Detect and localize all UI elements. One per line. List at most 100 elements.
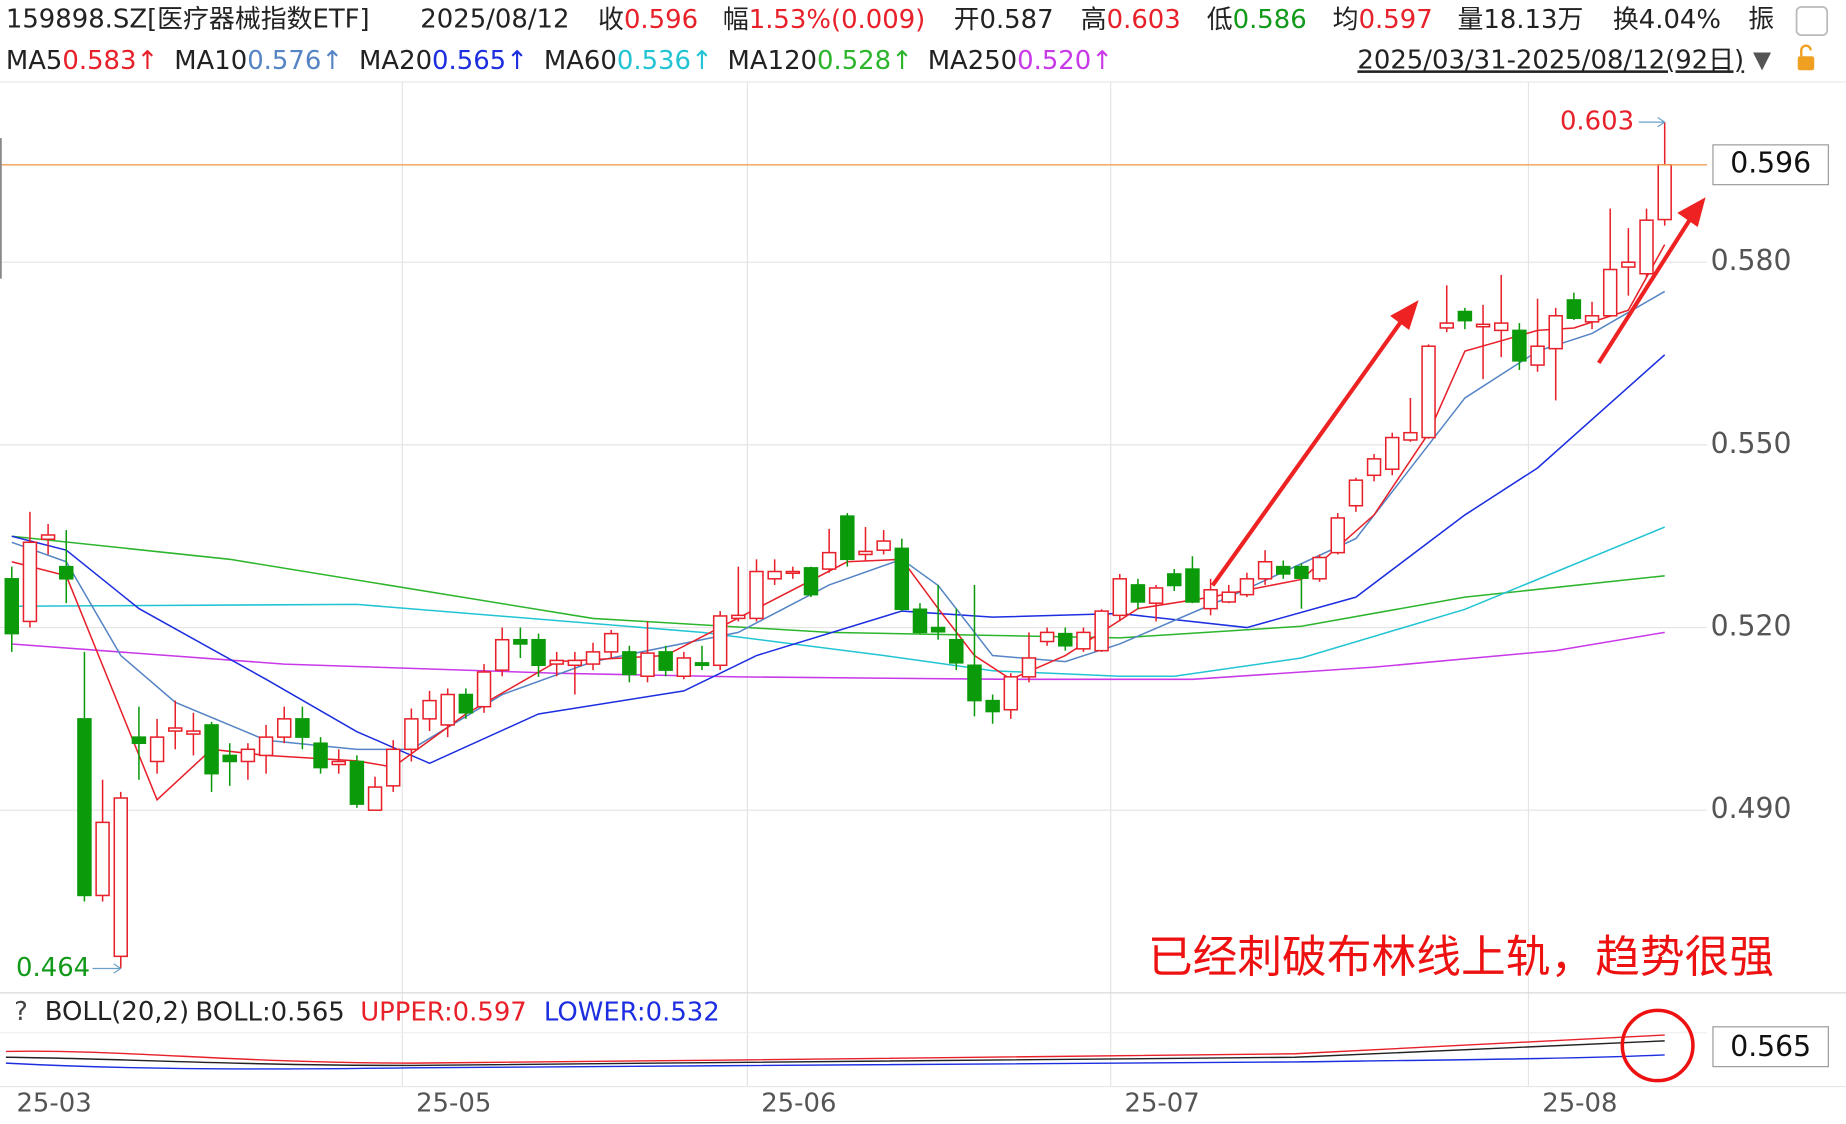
ma-legend: MA2500.520↑ <box>928 45 1113 75</box>
field-label: 换 <box>1613 4 1639 34</box>
candle-body <box>1203 589 1218 610</box>
candle-body <box>149 736 165 763</box>
boll-value: 0.565 <box>1730 1030 1811 1063</box>
candle-body <box>59 565 74 580</box>
annotations: 0.596 0.603 0.464 <box>0 107 1829 983</box>
candle-body <box>1312 556 1327 580</box>
candle-body <box>912 608 928 634</box>
ma-latest: 0.528 <box>817 45 891 75</box>
field-value: 0.587 <box>979 4 1053 34</box>
candle-body <box>803 567 819 596</box>
candle-body <box>1294 565 1309 579</box>
field-label: 收 <box>598 4 624 34</box>
candle-body <box>840 515 855 561</box>
x-tick-label: 25-05 <box>416 1089 491 1119</box>
highlight-circle <box>1620 1008 1695 1083</box>
candle-body <box>821 551 837 570</box>
cut-label: 振 <box>1748 4 1774 34</box>
boll-item: BOLL:0.565 <box>195 997 344 1027</box>
candle-body <box>476 671 492 708</box>
candle-body <box>295 718 310 738</box>
candle-body <box>440 693 455 726</box>
candle-body <box>949 638 964 664</box>
boll-item: LOWER:0.532 <box>544 997 720 1027</box>
boll-value: 0.597 <box>453 997 527 1027</box>
range[interactable]: 2025/03/31-2025/08/12(92日) <box>1357 45 1744 75</box>
last-price-label: 0.596 <box>1730 147 1811 180</box>
candle-body <box>1257 561 1273 580</box>
candle-body <box>1094 610 1109 652</box>
candle-body <box>113 797 128 958</box>
quote-field: 开0.587 <box>954 4 1054 34</box>
candle-body <box>1384 436 1400 470</box>
x-tick-label: 25-08 <box>1542 1089 1617 1119</box>
candle-body <box>458 693 474 714</box>
field-value: 0.597 <box>1359 4 1433 34</box>
candle-body <box>712 615 728 667</box>
candle-body <box>422 699 437 720</box>
candle-body <box>258 736 274 757</box>
quote-field: 收0.596 <box>598 4 698 34</box>
boll-label: BOLL: <box>195 997 270 1027</box>
low-pointer-head <box>113 963 122 974</box>
field-label: 均 <box>1333 4 1359 34</box>
ma-legend: MA50.583↑ <box>6 45 158 75</box>
candle-body <box>930 626 946 633</box>
candle-body <box>1076 631 1091 650</box>
candle-body <box>1366 458 1382 477</box>
candle-body <box>276 718 292 738</box>
field-label: 量 <box>1457 4 1483 34</box>
boll-lower <box>5 1054 1665 1070</box>
grid: 0.490 0.520 0.550 0.580 25-03 25-05 25-06 25-07… <box>0 81 1792 1119</box>
ma-name: MA120 <box>728 45 817 75</box>
candle-body <box>640 652 655 678</box>
ma-trend: ↑ <box>321 45 343 75</box>
candle-body <box>186 730 201 735</box>
field-value: 0.596 <box>624 4 698 34</box>
range-toggle[interactable]: ▼ <box>1753 45 1771 73</box>
lock-shackle <box>1800 44 1812 57</box>
candle-body <box>567 659 583 667</box>
y-tick-label: 0.520 <box>1711 610 1792 643</box>
candle-body <box>1239 578 1255 596</box>
code: 159898.SZ[医疗器械指数ETF] <box>6 4 370 34</box>
candle-body <box>77 718 92 897</box>
field-value: 0.603 <box>1107 4 1181 34</box>
lock-icon[interactable] <box>1797 56 1815 71</box>
quote-field: 低0.586 <box>1207 4 1307 34</box>
quote-field: 均0.597 <box>1333 4 1433 34</box>
candle-body <box>95 821 110 897</box>
ma-latest: 0.576 <box>247 45 321 75</box>
quote-field: 高0.603 <box>1081 4 1181 34</box>
boll-upper <box>5 1034 1665 1064</box>
candle-body <box>1021 657 1037 678</box>
ma-latest: 0.565 <box>432 45 506 75</box>
candle-body <box>4 578 20 635</box>
candle-body <box>240 748 256 763</box>
wp-icon[interactable] <box>1795 6 1829 37</box>
candle-body <box>1602 268 1618 317</box>
candle-body <box>1584 315 1600 323</box>
candle-body <box>731 614 746 620</box>
candle-body <box>222 754 237 763</box>
ma-trend: ↑ <box>691 45 713 75</box>
candle-body <box>876 540 891 551</box>
candle-body <box>658 651 673 671</box>
boll-value: 0.532 <box>646 997 720 1027</box>
boll-help[interactable]: ? <box>14 997 28 1027</box>
boll-item: UPPER:0.597 <box>360 997 527 1027</box>
candle-body <box>1548 315 1563 350</box>
candle-body <box>1058 632 1073 647</box>
quote-field: 量18.13万 <box>1457 4 1583 34</box>
ma-line <box>11 526 1665 678</box>
field-value: 18.13万 <box>1483 4 1583 34</box>
candle-body <box>367 786 383 811</box>
arrow-1-head <box>1390 300 1419 331</box>
ma-trend: ↑ <box>137 45 159 75</box>
field-value: 4.04% <box>1639 4 1721 34</box>
ma-latest: 0.520 <box>1017 45 1091 75</box>
ma-name: MA10 <box>174 45 247 75</box>
